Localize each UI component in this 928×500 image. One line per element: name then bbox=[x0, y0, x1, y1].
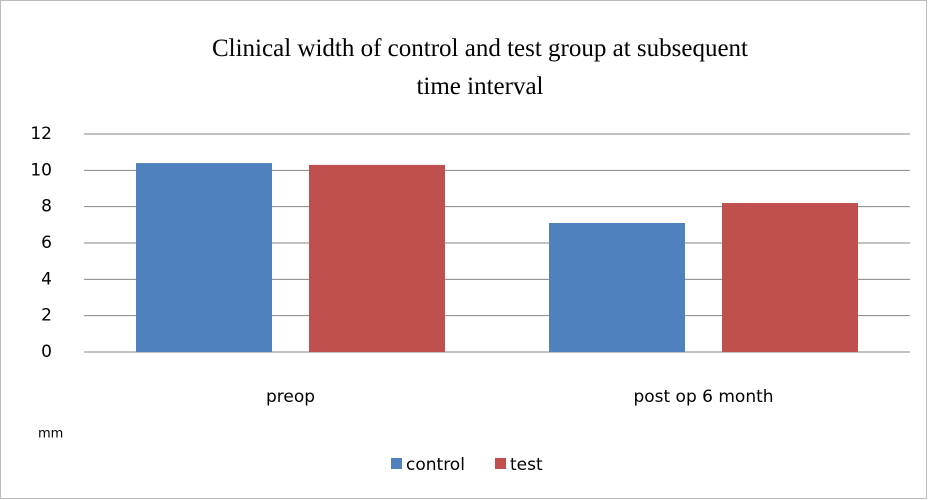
x-tick-label: post op 6 month bbox=[633, 387, 773, 407]
legend-label: test bbox=[510, 455, 543, 475]
y-axis-label: mm bbox=[38, 427, 63, 442]
y-tick-label: 12 bbox=[30, 124, 52, 144]
legend-swatch bbox=[391, 458, 402, 469]
y-tick-label: 4 bbox=[41, 269, 52, 289]
bar bbox=[549, 223, 685, 352]
legend-swatch bbox=[495, 458, 506, 469]
bar bbox=[136, 163, 272, 352]
chart-title: Clinical width of control and test group… bbox=[211, 35, 748, 100]
x-tick-label: preop bbox=[266, 387, 315, 407]
y-tick-label: 0 bbox=[41, 342, 52, 362]
y-tick-label: 6 bbox=[41, 233, 52, 253]
y-tick-label: 8 bbox=[41, 197, 52, 217]
legend-label: control bbox=[406, 455, 465, 475]
bar bbox=[722, 203, 858, 352]
y-tick-label: 2 bbox=[41, 306, 52, 326]
bar bbox=[309, 164, 445, 352]
y-tick-label: 10 bbox=[30, 160, 52, 180]
